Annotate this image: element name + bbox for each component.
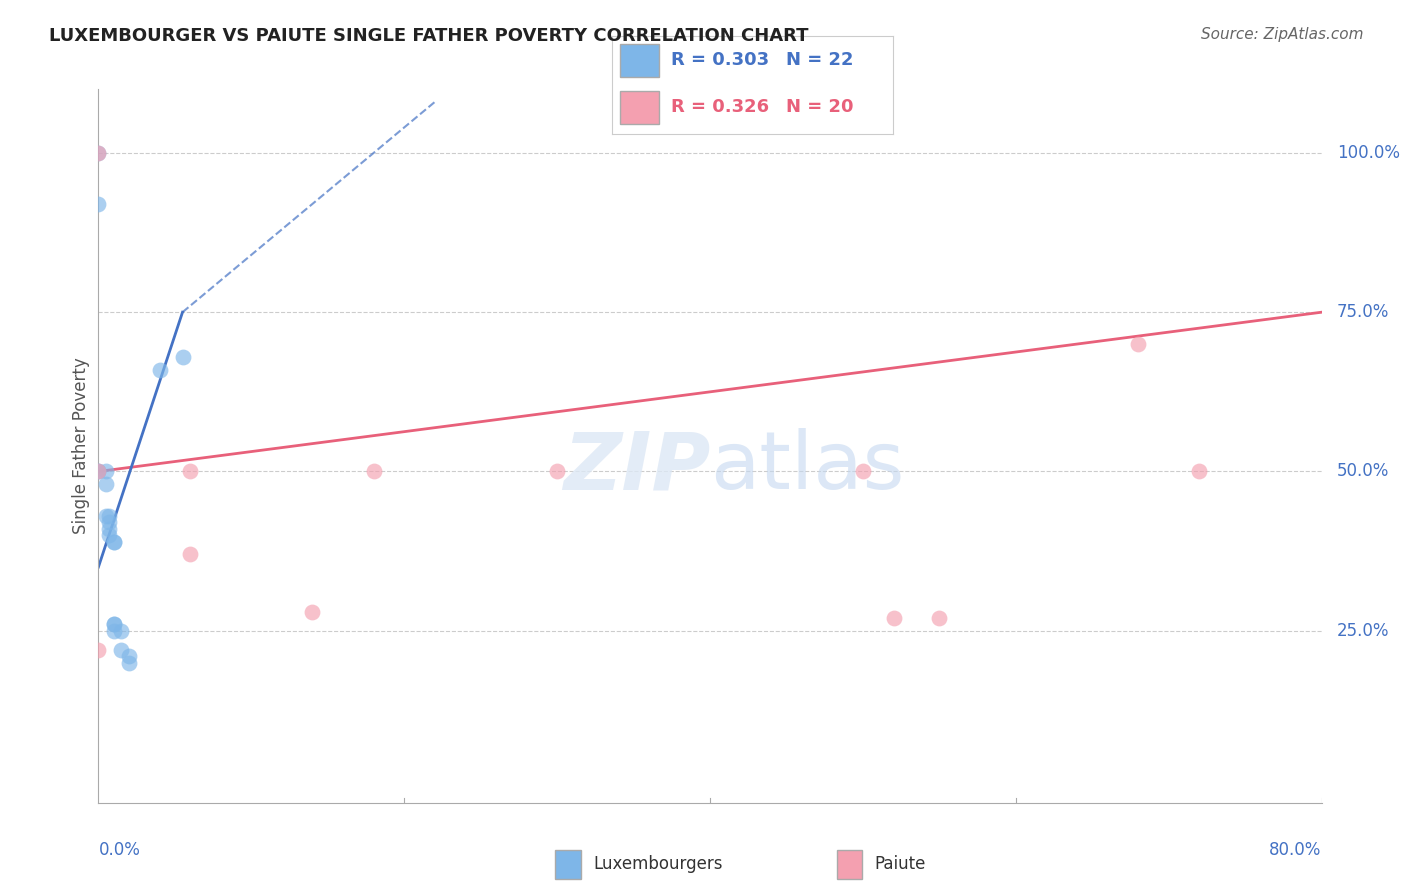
Point (87, 145, 110, 160)
Point (98, 528, 121, 542)
Point (87, 197, 110, 211)
Text: atlas: atlas (710, 428, 904, 507)
Text: N = 20: N = 20 (786, 98, 853, 116)
Point (118, 656, 141, 670)
Point (118, 649, 141, 664)
Point (87, 145, 110, 160)
Y-axis label: Single Father Poverty: Single Father Poverty (72, 358, 90, 534)
Point (98, 522, 121, 536)
Point (94, 477, 117, 491)
Point (103, 624, 125, 638)
Point (179, 465, 201, 479)
Text: Paiute: Paiute (875, 855, 927, 873)
Text: 0.0%: 0.0% (98, 841, 141, 859)
Text: 75.0%: 75.0% (1337, 303, 1389, 321)
Point (98, 509, 121, 524)
Text: R = 0.303: R = 0.303 (671, 51, 769, 70)
Point (94, 465, 117, 479)
Text: N = 22: N = 22 (786, 51, 853, 70)
Point (87, 465, 110, 479)
Text: 80.0%: 80.0% (1270, 841, 1322, 859)
Point (928, 611, 950, 625)
Text: R = 0.326: R = 0.326 (671, 98, 769, 116)
Point (103, 534, 125, 549)
Point (852, 465, 875, 479)
Point (149, 362, 172, 376)
Point (546, 465, 568, 479)
Text: 50.0%: 50.0% (1337, 462, 1389, 481)
Point (87, 643, 110, 657)
FancyBboxPatch shape (620, 44, 659, 77)
Point (301, 605, 323, 619)
Point (363, 465, 385, 479)
Point (87, 465, 110, 479)
Text: 100.0%: 100.0% (1337, 144, 1400, 162)
Text: Luxembourgers: Luxembourgers (593, 855, 723, 873)
Text: Source: ZipAtlas.com: Source: ZipAtlas.com (1201, 27, 1364, 42)
Point (179, 547, 201, 561)
Point (87, 465, 110, 479)
Text: ZIP: ZIP (562, 428, 710, 507)
Point (103, 534, 125, 549)
Point (110, 643, 132, 657)
Point (98, 516, 121, 530)
Point (883, 611, 905, 625)
Point (110, 624, 132, 638)
Point (172, 350, 194, 364)
Text: 25.0%: 25.0% (1337, 622, 1389, 640)
Point (1128, 337, 1150, 351)
Point (1188, 465, 1211, 479)
FancyBboxPatch shape (620, 91, 659, 124)
Point (94, 509, 117, 524)
Point (103, 617, 125, 632)
Text: LUXEMBOURGER VS PAIUTE SINGLE FATHER POVERTY CORRELATION CHART: LUXEMBOURGER VS PAIUTE SINGLE FATHER POV… (49, 27, 808, 45)
Point (103, 617, 125, 632)
